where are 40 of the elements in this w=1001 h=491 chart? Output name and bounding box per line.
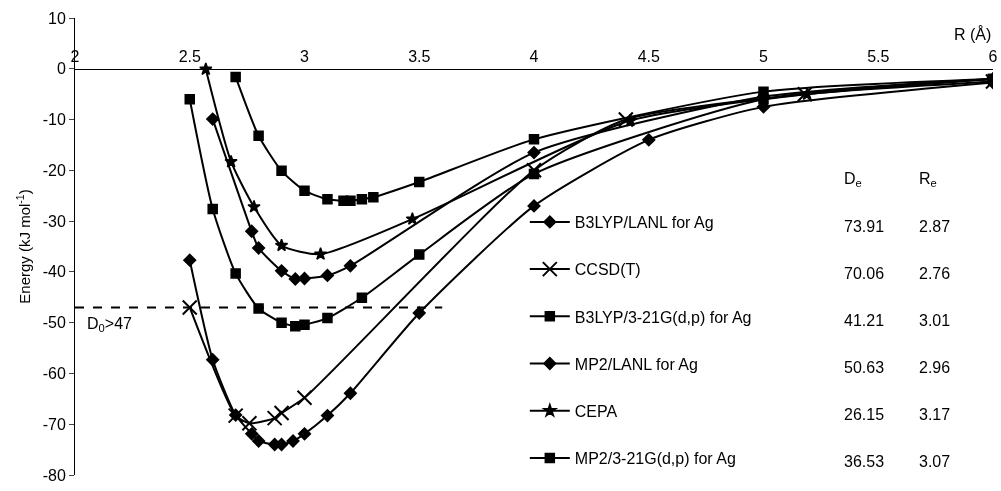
- legend-label: B3LYP/LANL for Ag: [574, 214, 714, 232]
- x-tick-label: 3: [300, 48, 310, 66]
- annotation: 36.53: [844, 453, 885, 470]
- legend-label: CEPA: [574, 402, 618, 420]
- x-tick-label: 3.5: [408, 48, 431, 66]
- x-tick-label: 5: [759, 48, 769, 66]
- annotation: 41.21: [844, 312, 885, 329]
- y-tick-label: -40: [42, 263, 66, 281]
- x-tick-label: 4: [529, 48, 539, 66]
- x-tick-label: 4.5: [637, 48, 660, 66]
- legend-label: MP2/3-21G(d,p) for Ag: [574, 450, 736, 468]
- annotation: 2.76: [919, 265, 951, 282]
- annotation: 2.96: [919, 359, 951, 376]
- legend-label: B3LYP/3-21G(d,p) for Ag: [574, 308, 752, 326]
- x-tick-label: 6: [988, 48, 998, 66]
- y-tick-label: -10: [42, 111, 66, 129]
- ref-line-label: D$_{0}$>47: [87, 315, 133, 335]
- y-tick-label: -30: [42, 212, 66, 230]
- y-tick-label: -70: [42, 415, 66, 433]
- y-tick-label: -50: [42, 314, 66, 332]
- x-tick-label: 5.5: [867, 48, 890, 66]
- x-tick-label: 2.5: [178, 48, 201, 66]
- y-tick-label: 10: [48, 9, 66, 27]
- legend-label: MP2/LANL for Ag: [574, 355, 698, 373]
- annotation: 3.17: [919, 406, 951, 423]
- annotation: 3.07: [919, 453, 951, 470]
- legend-label: CCSD(T): [574, 261, 641, 279]
- annotation: 73.91: [844, 218, 885, 235]
- annotation: 50.63: [844, 359, 885, 376]
- x-axis-title: R (Å): [954, 25, 992, 43]
- y-tick-label: -20: [42, 161, 66, 179]
- y-tick-label: 0: [56, 60, 66, 78]
- annotation: 70.06: [844, 265, 885, 282]
- annotation: 26.15: [844, 406, 885, 423]
- annotation: 3.01: [919, 312, 951, 329]
- annotation: R$_{e}$: [919, 170, 937, 190]
- y-tick-label: -60: [42, 365, 66, 383]
- y-tick-label: -80: [42, 466, 66, 484]
- annotation: D$_{e}$: [844, 170, 862, 190]
- annotation: 2.87: [919, 218, 951, 235]
